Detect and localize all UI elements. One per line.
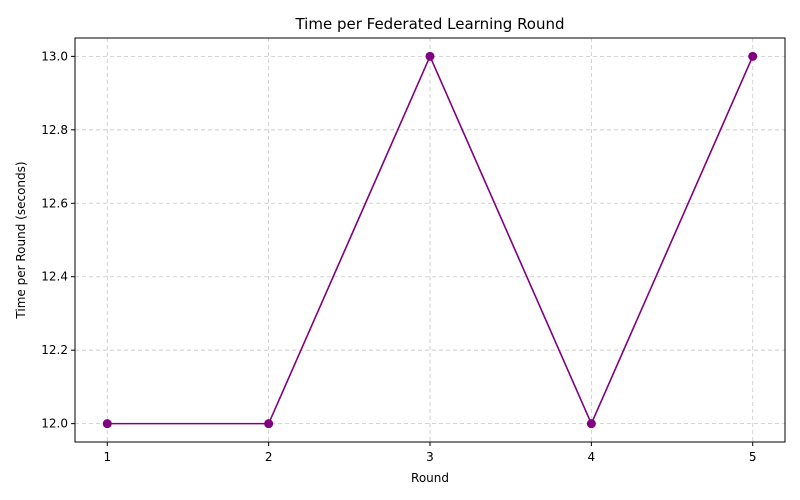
data-points — [102, 51, 758, 429]
x-axis-label: Round — [411, 471, 449, 485]
x-tick-label: 1 — [103, 450, 111, 464]
y-tick-label: 12.4 — [41, 270, 68, 284]
x-tick-label: 2 — [265, 450, 273, 464]
x-tick-label: 5 — [749, 450, 757, 464]
y-tick-label: 12.8 — [41, 123, 68, 137]
x-tick-label: 3 — [426, 450, 434, 464]
y-axis-label: Time per Round (seconds) — [14, 161, 28, 319]
y-tick-label: 12.2 — [41, 343, 68, 357]
data-point — [102, 419, 112, 429]
x-tick-label: 4 — [588, 450, 596, 464]
chart-title: Time per Federated Learning Round — [294, 15, 564, 33]
grid-layer — [75, 38, 785, 442]
data-point — [264, 419, 274, 429]
y-axis: 12.0 12.2 12.4 12.6 12.8 13.0 — [41, 49, 75, 431]
data-point — [586, 419, 596, 429]
y-tick-label: 12.6 — [41, 196, 68, 210]
x-axis: 1 2 3 4 5 — [103, 442, 757, 464]
data-point — [748, 51, 758, 61]
y-tick-label: 13.0 — [41, 49, 68, 63]
data-point — [425, 51, 435, 61]
y-tick-label: 12.0 — [41, 417, 68, 431]
